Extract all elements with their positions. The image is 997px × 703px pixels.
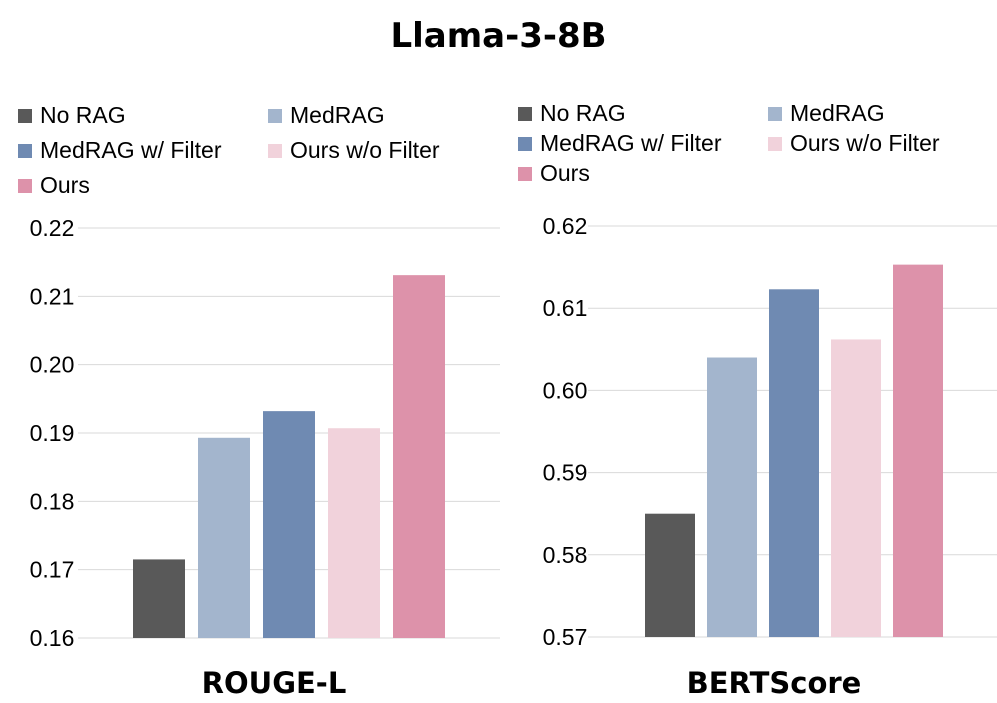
legend-item-ours-w-o-filter: Ours w/o Filter bbox=[268, 137, 440, 164]
rouge-l-y-tick-label: 0.21 bbox=[30, 283, 75, 309]
rouge-l-bar-chart: 0.16 0.17 0.18 0.19 0.20 0.21 0.22 bbox=[30, 215, 500, 651]
rouge-l-bar-no-rag bbox=[133, 559, 185, 638]
legend-swatch-ours-w-o-filter bbox=[268, 143, 282, 158]
bertscore-bar-medrag bbox=[707, 357, 757, 637]
legend-label-medrag: MedRAG bbox=[290, 102, 385, 128]
legend-label-medrag: MedRAG bbox=[790, 100, 885, 126]
rouge-l-y-tick-label: 0.18 bbox=[30, 488, 75, 514]
legend-swatch-ours-w-o-filter bbox=[768, 136, 782, 151]
legend-item-medrag: MedRAG bbox=[768, 100, 885, 127]
legend-swatch-no-rag bbox=[18, 108, 32, 123]
legend-swatch-medrag bbox=[268, 108, 282, 123]
rouge-l-bar-ours-w-o-filter bbox=[328, 428, 380, 638]
bertscore-y-tick-label: 0.59 bbox=[543, 460, 588, 486]
bertscore-bar-chart: 0.57 0.58 0.59 0.60 0.61 0.62 bbox=[543, 213, 997, 650]
legend-label-ours: Ours bbox=[40, 172, 90, 198]
rouge-l-y-tick-label: 0.22 bbox=[30, 215, 75, 241]
legend-label-ours-w-o-filter: Ours w/o Filter bbox=[790, 130, 940, 156]
legend-swatch-no-rag bbox=[518, 106, 532, 121]
bertscore-bar-no-rag bbox=[645, 513, 695, 637]
bertscore-subtitle: BERTScore bbox=[686, 666, 862, 700]
chart-title: Llama-3-8B bbox=[390, 16, 607, 56]
legend-item-ours-w-o-filter: Ours w/o Filter bbox=[768, 130, 940, 157]
legend-label-no-rag: No RAG bbox=[40, 102, 126, 128]
rouge-l-y-tick-label: 0.20 bbox=[30, 352, 75, 378]
rouge-l-y-tick-label: 0.17 bbox=[30, 557, 75, 583]
rouge-l-y-tick-label: 0.19 bbox=[30, 420, 75, 446]
legend-label-ours-w-o-filter: Ours w/o Filter bbox=[290, 137, 440, 163]
legend-label-ours: Ours bbox=[540, 160, 590, 186]
legend-item-medrag: MedRAG bbox=[268, 102, 385, 129]
rouge-l-bar-medrag-w-filter bbox=[263, 411, 315, 638]
bertscore-bar-ours-w-o-filter bbox=[831, 339, 881, 637]
bertscore-bar-ours bbox=[893, 264, 943, 637]
rouge-l-bar-medrag bbox=[198, 437, 250, 638]
legend-item-medrag-w-filter: MedRAG w/ Filter bbox=[518, 130, 721, 157]
legend-label-medrag-w-filter: MedRAG w/ Filter bbox=[40, 137, 222, 163]
rouge-l-bar-ours bbox=[393, 275, 445, 638]
legend-label-medrag-w-filter: MedRAG w/ Filter bbox=[540, 130, 722, 156]
legend-item-medrag-w-filter: MedRAG w/ Filter bbox=[18, 137, 221, 164]
bertscore-y-tick-label: 0.57 bbox=[543, 624, 588, 650]
bertscore-y-tick-label: 0.61 bbox=[543, 295, 588, 321]
bertscore-y-tick-label: 0.58 bbox=[543, 542, 588, 568]
bertscore-panel: No RAG MedRAG MedRAG w/ Filter Ours w/o Fil… bbox=[500, 0, 997, 703]
legend-swatch-medrag bbox=[768, 106, 782, 121]
bertscore-y-tick-label: 0.62 bbox=[543, 213, 588, 239]
rouge-l-subtitle: ROUGE-L bbox=[201, 666, 347, 700]
legend-swatch-medrag-w-filter bbox=[18, 143, 32, 158]
bertscore-bar-medrag-w-filter bbox=[769, 289, 819, 637]
legend-label-no-rag: No RAG bbox=[540, 100, 626, 126]
bertscore-y-tick-label: 0.60 bbox=[543, 377, 588, 403]
legend-swatch-ours bbox=[518, 166, 532, 181]
legend-swatch-medrag-w-filter bbox=[518, 136, 532, 151]
rouge-l-y-tick-label: 0.16 bbox=[30, 625, 75, 651]
rouge-l-panel: No RAG MedRAG MedRAG w/ Filter Ours w/o Fil… bbox=[18, 102, 500, 700]
legend-item-no-rag: No RAG bbox=[518, 100, 626, 127]
legend-item-ours: Ours bbox=[518, 160, 590, 187]
legend-item-no-rag: No RAG bbox=[18, 102, 126, 129]
legend-item-ours: Ours bbox=[18, 172, 90, 199]
legend-swatch-ours bbox=[18, 178, 32, 193]
